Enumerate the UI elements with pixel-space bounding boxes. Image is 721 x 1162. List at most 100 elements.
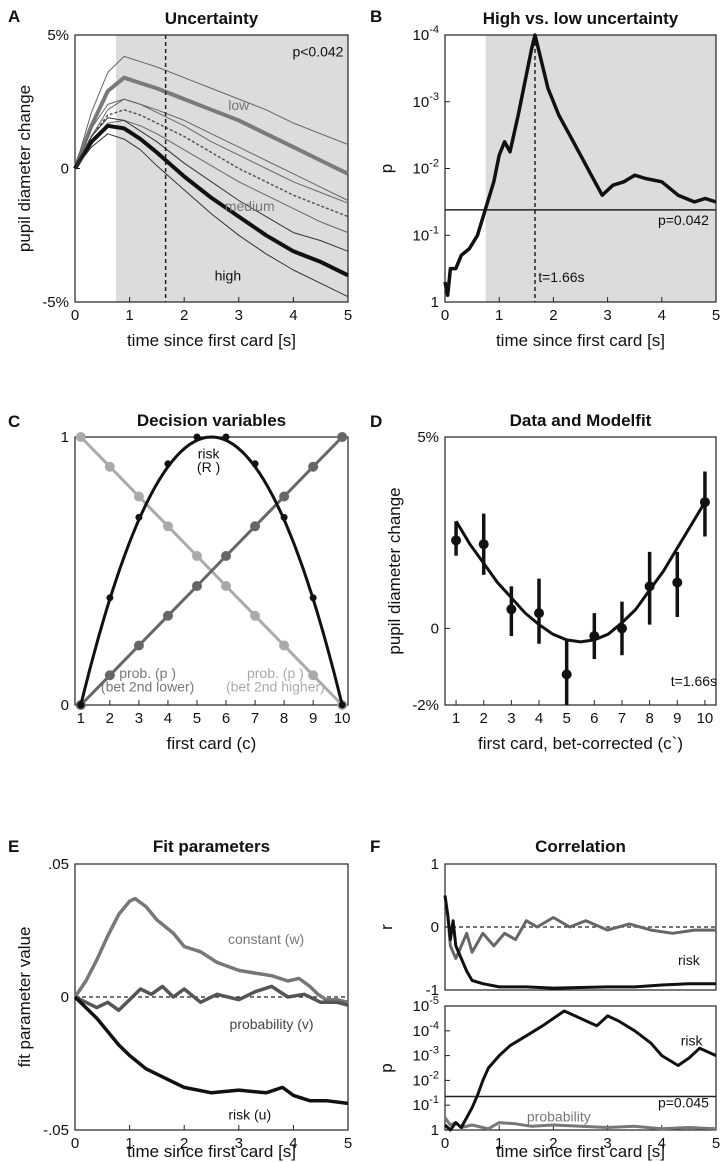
annotation: p=0.045	[658, 1095, 709, 1111]
x-tick-label: 6	[590, 710, 598, 727]
x-tick-label: 3	[135, 710, 143, 727]
tick-exponent: -4	[429, 1020, 439, 1032]
series-line	[79, 435, 344, 707]
x-tick-label: 1	[495, 307, 503, 324]
data-point	[309, 594, 317, 602]
panel-d: 5% 0 -2% 1 2 3 4 5 6 7 8 9 10 t=1.66s Data and Modelfi…	[385, 411, 717, 753]
x-tick-label: 5	[344, 307, 352, 324]
y-axis-label: pupil diameter change	[15, 85, 34, 252]
x-tick-label: 2	[549, 307, 557, 324]
data-point	[162, 610, 173, 621]
panel-letter-c: C	[8, 412, 20, 431]
tick-exponent: -1	[429, 1094, 439, 1106]
x-axis-label: time since first card [s]	[127, 1142, 296, 1161]
annotation: t=1.66s	[538, 269, 584, 285]
y-tick-label: 0	[61, 989, 69, 1006]
x-tick-label: 3	[235, 307, 243, 324]
data-point	[193, 433, 201, 441]
x-tick-label: 0	[71, 307, 79, 324]
significance-shade	[485, 35, 716, 302]
data-point	[135, 513, 143, 521]
x-axis-label: time since first card [s]	[496, 331, 665, 350]
y-tick-label: 5%	[47, 27, 69, 44]
x-tick-label: 1	[77, 710, 85, 727]
data-point	[534, 608, 545, 619]
panel-letter-e: E	[8, 837, 19, 856]
y-tick-label: 10-4	[413, 1020, 439, 1040]
data-point	[221, 581, 232, 592]
x-tick-label: 8	[280, 710, 288, 727]
data-point	[104, 461, 115, 472]
panel-title: Correlation	[535, 837, 626, 856]
data-point	[561, 669, 572, 680]
annotation: probability (v)	[230, 1016, 314, 1032]
x-tick-label: 7	[251, 710, 259, 727]
data-point	[308, 670, 319, 681]
x-tick-label: 2	[180, 307, 188, 324]
x-tick-label: 3	[507, 710, 515, 727]
x-tick-label: 1	[495, 1135, 503, 1152]
x-tick-label: 8	[645, 710, 653, 727]
tick-base: 10	[413, 227, 430, 244]
x-tick-label: 2	[549, 1135, 557, 1152]
x-tick-label: 3	[603, 307, 611, 324]
annotation: risk	[678, 952, 701, 968]
panel-letter-d: D	[370, 412, 382, 431]
series-line	[74, 109, 349, 218]
y-axis-label: fit parameter value	[15, 927, 34, 1068]
data-point	[133, 491, 144, 502]
y-tick-label: .05	[48, 856, 69, 873]
panel-a: 5%0-5%0 1 2 3 4 5p<0.042lowmediumhighUncertai…	[15, 9, 352, 350]
x-tick-label: 4	[535, 710, 543, 727]
y-tick-label: -1	[426, 982, 439, 999]
data-point	[77, 701, 85, 709]
data-point	[478, 539, 489, 550]
data-point	[280, 513, 288, 521]
annotation: p<0.042	[292, 43, 343, 59]
panel-title: Decision variables	[137, 411, 286, 430]
y-tick-label: 10-1	[413, 1094, 439, 1114]
tick-base: 10	[413, 27, 430, 44]
annotation: (bet 2nd lower)	[101, 679, 194, 695]
data-point	[106, 594, 114, 602]
tick-exponent: -3	[429, 1045, 439, 1057]
series-line	[79, 435, 344, 706]
y-tick-label: 0	[431, 919, 439, 936]
y-tick-label: 5%	[417, 429, 439, 446]
y-tick-label: -5%	[42, 294, 69, 311]
annotation: risk (u)	[228, 1106, 271, 1122]
data-point	[251, 460, 259, 468]
x-tick-label: 0	[441, 1135, 449, 1152]
annotation: prob. (p )	[247, 665, 304, 681]
x-tick-label: 4	[289, 1135, 297, 1152]
tick-base: 10	[413, 94, 430, 111]
panel-b: 10-410-310-210-110 1 2 3 4 5p=0.042t=1.66sHig…	[377, 9, 720, 350]
y-tick-label: 0	[431, 620, 439, 637]
x-axis-label: first card (c)	[167, 734, 257, 753]
series-line	[73, 123, 349, 278]
series-line	[73, 995, 349, 1106]
x-tick-label: 5	[712, 307, 720, 324]
x-tick-label: 9	[673, 710, 681, 727]
series-line	[74, 133, 349, 298]
x-tick-label: 5	[712, 1135, 720, 1152]
tick-base: 10	[413, 1097, 430, 1114]
data-point	[279, 491, 290, 502]
plot-frame	[444, 436, 717, 706]
y-tick-label: 0	[61, 161, 69, 178]
data-point	[191, 581, 202, 592]
data-point	[699, 497, 710, 508]
annotation: risk	[198, 445, 221, 461]
x-tick-label: 5	[193, 710, 201, 727]
y-tick-label: 1	[431, 294, 439, 311]
x-tick-label: 0	[71, 1135, 79, 1152]
y-axis-label: r	[377, 924, 396, 930]
data-point	[75, 432, 86, 442]
series-line	[74, 55, 349, 169]
series-line	[443, 33, 717, 298]
data-point	[250, 521, 261, 532]
